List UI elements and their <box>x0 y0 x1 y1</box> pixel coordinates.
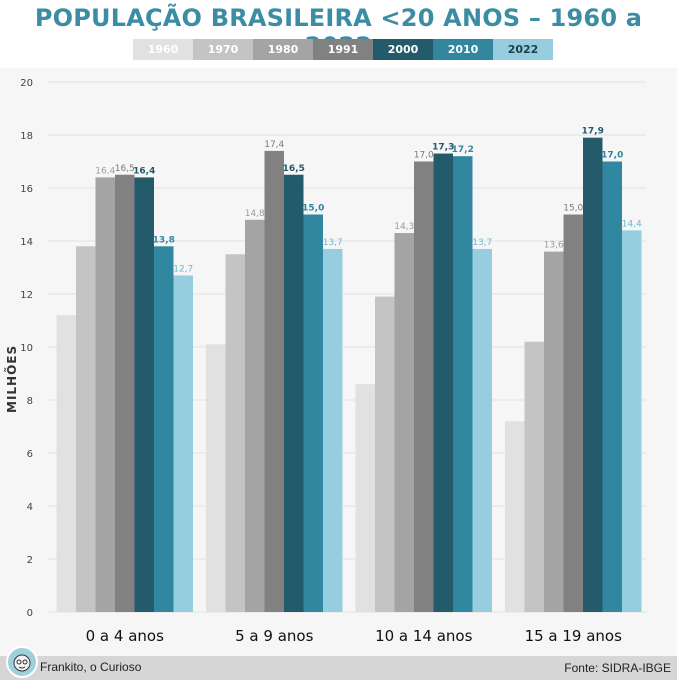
bar-1960 <box>505 421 525 612</box>
data-label: 16,5 <box>115 164 135 174</box>
bar-2010 <box>303 214 323 612</box>
bar-2010 <box>602 161 622 612</box>
bar-2022 <box>323 248 343 612</box>
author-credit: Frankito, o Curioso <box>40 660 142 674</box>
bar-1991 <box>563 214 583 612</box>
data-label: 14,3 <box>394 222 414 232</box>
y-tick-label: 0 <box>27 608 33 619</box>
legend-item-2022: 2022 <box>493 39 553 60</box>
bar-2000 <box>433 153 453 613</box>
bar-1980 <box>544 251 564 612</box>
legend-item-1960: 1960 <box>133 39 193 60</box>
data-label: 16,4 <box>95 166 115 176</box>
y-tick-label: 6 <box>27 449 33 460</box>
data-label: 17,0 <box>414 151 434 161</box>
bar-1970 <box>225 254 245 612</box>
x-category-label: 15 a 19 anos <box>525 627 623 645</box>
bar-2022 <box>622 230 642 612</box>
bar-2022 <box>472 248 492 612</box>
data-label: 13,7 <box>472 238 492 248</box>
legend-item-2010: 2010 <box>433 39 493 60</box>
y-tick-label: 2 <box>27 555 33 566</box>
source-credit: Fonte: SIDRA-IBGE <box>564 661 671 675</box>
data-label: 15,0 <box>302 204 324 214</box>
data-label: 17,9 <box>582 127 604 137</box>
legend-item-2000: 2000 <box>373 39 433 60</box>
bar-1991 <box>115 174 135 612</box>
legend-item-1980: 1980 <box>253 39 313 60</box>
y-tick-label: 18 <box>20 131 33 142</box>
bar-1970 <box>375 296 395 612</box>
bar-2022 <box>173 275 193 612</box>
data-label: 15,0 <box>563 204 583 214</box>
bar-2010 <box>453 156 473 612</box>
bar-1960 <box>355 384 375 612</box>
y-tick-label: 16 <box>20 184 33 195</box>
data-label: 14,8 <box>245 209 265 219</box>
data-label: 12,7 <box>173 264 193 274</box>
author-avatar-icon <box>6 646 38 678</box>
bar-1970 <box>76 246 96 613</box>
y-tick-label: 4 <box>27 502 33 513</box>
footer: Frankito, o Curioso Fonte: SIDRA-IBGE <box>0 646 677 680</box>
data-label: 16,5 <box>283 164 305 174</box>
y-tick-label: 14 <box>20 237 33 248</box>
bar-1960 <box>206 344 226 612</box>
bar-2000 <box>583 137 603 612</box>
data-label: 17,4 <box>264 140 284 150</box>
y-tick-label: 10 <box>20 343 33 354</box>
data-label: 17,2 <box>452 145 474 155</box>
bar-2010 <box>154 246 174 613</box>
bar-1991 <box>264 150 284 612</box>
y-tick-label: 20 <box>20 78 33 89</box>
data-label: 14,4 <box>622 219 642 229</box>
data-label: 13,7 <box>323 238 343 248</box>
y-tick-label: 12 <box>20 290 33 301</box>
bar-1980 <box>394 233 414 613</box>
bar-2000 <box>284 174 304 612</box>
x-category-label: 0 a 4 anos <box>86 627 164 645</box>
legend-item-1970: 1970 <box>193 39 253 60</box>
y-axis-label: MILHÕES <box>5 344 19 413</box>
bar-1980 <box>95 177 115 612</box>
data-label: 13,6 <box>544 241 564 251</box>
bar-1960 <box>56 315 76 612</box>
bar-1970 <box>524 341 544 612</box>
x-category-label: 10 a 14 anos <box>375 627 473 645</box>
bar-2000 <box>134 177 154 612</box>
data-label: 13,8 <box>153 235 175 245</box>
legend: 1960 1970 1980 1991 2000 2010 2022 <box>133 39 553 60</box>
data-label: 17,3 <box>432 143 454 153</box>
bar-1980 <box>245 219 265 613</box>
legend-item-1991: 1991 <box>313 39 373 60</box>
x-category-label: 5 a 9 anos <box>235 627 313 645</box>
y-tick-label: 8 <box>27 396 33 407</box>
data-label: 17,0 <box>601 151 623 161</box>
bar-1991 <box>414 161 434 612</box>
data-label: 16,4 <box>133 166 155 176</box>
